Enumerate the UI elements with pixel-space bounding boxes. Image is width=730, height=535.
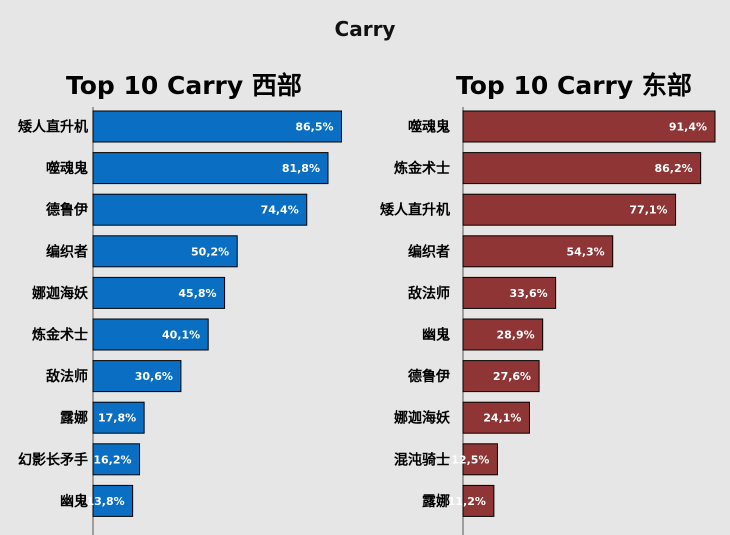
west-category-label: 编织者	[46, 243, 88, 260]
east-value-label: 11,2%	[448, 495, 486, 508]
east-value-label: 28,9%	[497, 329, 535, 342]
west-value-label: 17,8%	[98, 412, 136, 425]
west-category-label: 炼金术士	[32, 327, 88, 344]
east-category-label: 敌法师	[408, 285, 450, 302]
east-bar	[462, 401, 530, 434]
east-category-label: 炼金术士	[394, 160, 450, 177]
west-category-label: 幽鬼	[60, 493, 88, 510]
east-bar	[462, 318, 544, 351]
west-bar	[92, 235, 238, 268]
west-value-label: 74,4%	[261, 204, 299, 217]
west-bar	[92, 318, 209, 351]
west-value-label: 50,2%	[191, 245, 229, 258]
west-category-label: 幻影长矛手	[18, 451, 88, 468]
east-bar	[462, 484, 495, 517]
east-category-label: 编织者	[408, 243, 450, 260]
east-category-label: 露娜	[422, 493, 450, 510]
east-value-label: 54,3%	[567, 245, 605, 258]
west-chart-title: Top 10 Carry 西部	[66, 71, 302, 100]
east-category-label: 矮人直升机	[380, 202, 450, 219]
east-category-label: 噬魂鬼	[408, 119, 450, 136]
west-bar	[92, 193, 308, 226]
west-category-label: 矮人直升机	[18, 119, 88, 136]
west-value-label: 45,8%	[178, 287, 216, 300]
west-category-label: 噬魂鬼	[46, 160, 88, 177]
west-value-label: 13,8%	[86, 495, 124, 508]
page-title: Carry	[334, 17, 396, 41]
east-value-label: 77,1%	[629, 204, 667, 217]
east-value-label: 33,6%	[509, 287, 547, 300]
east-category-label: 德鲁伊	[408, 368, 450, 385]
west-bar	[92, 276, 226, 309]
east-bar	[462, 235, 614, 268]
west-category-label: 娜迦海妖	[32, 285, 89, 302]
west-value-label: 81,8%	[282, 162, 320, 175]
east-category-label: 幽鬼	[422, 327, 450, 344]
west-category-label: 露娜	[60, 410, 88, 427]
east-bar	[462, 443, 498, 476]
east-value-label: 24,1%	[483, 412, 521, 425]
west-bar	[92, 484, 134, 517]
east-value-label: 12,5%	[451, 453, 489, 466]
west-value-label: 40,1%	[162, 329, 200, 342]
east-category-label: 混沌骑士	[394, 451, 450, 468]
east-bar	[462, 276, 557, 309]
west-value-label: 16,2%	[93, 453, 131, 466]
west-bar	[92, 110, 342, 143]
east-bar	[462, 110, 716, 143]
west-category-label: 敌法师	[46, 368, 88, 385]
west-bar	[92, 152, 329, 185]
east-value-label: 86,2%	[654, 162, 692, 175]
west-bar	[92, 401, 145, 434]
east-bar	[462, 360, 540, 393]
east-value-label: 91,4%	[669, 121, 707, 134]
west-category-label: 德鲁伊	[46, 202, 88, 219]
west-value-label: 86,5%	[295, 121, 333, 134]
east-bar	[462, 152, 702, 185]
east-bar	[462, 193, 677, 226]
west-bar	[92, 360, 182, 393]
west-bar	[92, 443, 141, 476]
east-chart-title: Top 10 Carry 东部	[456, 71, 692, 100]
west-value-label: 30,6%	[135, 370, 173, 383]
east-category-label: 娜迦海妖	[394, 410, 451, 427]
east-value-label: 27,6%	[493, 370, 531, 383]
